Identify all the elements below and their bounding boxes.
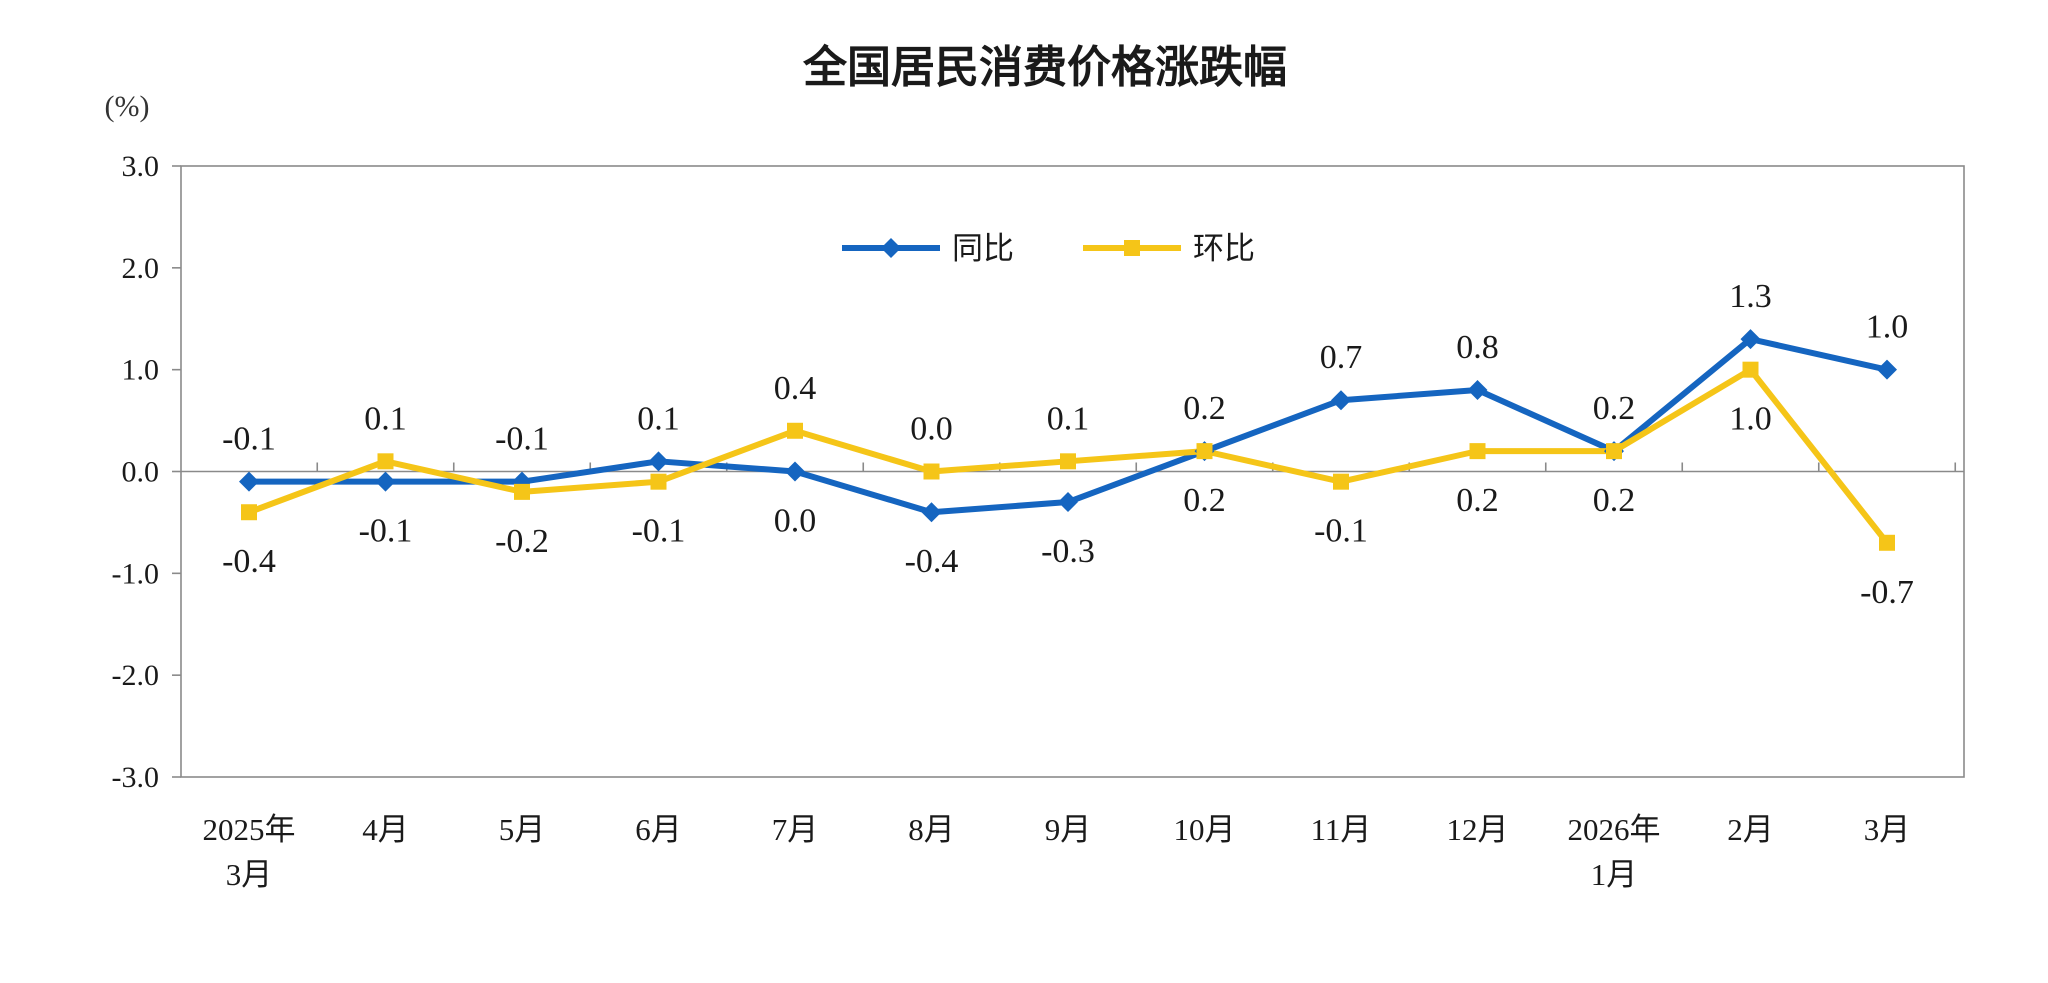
x-category-label: 1月 xyxy=(1591,857,1638,892)
x-category-label: 7月 xyxy=(772,812,819,847)
data-label-yoy: -0.4 xyxy=(905,543,959,580)
data-label-yoy: -0.1 xyxy=(359,513,413,550)
x-category-label: 2025年 xyxy=(203,812,296,847)
y-tick-label: -1.0 xyxy=(112,557,160,590)
legend-marker-yoy xyxy=(881,238,901,258)
data-label-mom: 0.0 xyxy=(910,411,953,448)
data-label-mom: 0.2 xyxy=(1593,482,1636,519)
data-point-yoy xyxy=(375,471,396,492)
x-category-label: 9月 xyxy=(1045,812,1092,847)
legend: 同比 环比 xyxy=(842,231,1255,267)
data-label-mom: -0.4 xyxy=(222,543,276,580)
data-point-yoy xyxy=(1467,380,1488,401)
data-label-mom: 0.2 xyxy=(1183,482,1226,519)
data-point-mom xyxy=(377,453,394,470)
data-point-mom xyxy=(514,483,530,500)
x-category-label: 3月 xyxy=(1864,812,1911,847)
series-markers xyxy=(239,329,1897,551)
data-point-yoy xyxy=(1740,329,1761,350)
chart-title: 全国居民消费价格涨跌幅 xyxy=(802,42,1287,93)
x-category-label: 8月 xyxy=(908,812,955,847)
data-point-mom xyxy=(923,463,940,480)
data-label-yoy: 1.0 xyxy=(1866,309,1909,346)
data-label-mom: 0.2 xyxy=(1456,482,1499,519)
x-category-label: 4月 xyxy=(362,812,409,847)
data-point-mom xyxy=(1060,453,1076,470)
data-point-yoy xyxy=(921,502,942,523)
data-label-mom: -0.1 xyxy=(632,513,686,550)
data-point-mom xyxy=(1606,443,1622,460)
x-category-label: 11月 xyxy=(1311,812,1372,847)
data-point-yoy xyxy=(1058,492,1078,513)
data-label-mom: 0.4 xyxy=(774,370,817,407)
legend-label-mom: 环比 xyxy=(1193,231,1255,267)
y-tick-label: 1.0 xyxy=(122,354,160,387)
data-label-mom: 1.0 xyxy=(1729,401,1772,438)
data-label-yoy: -0.3 xyxy=(1041,533,1095,570)
data-point-mom xyxy=(650,473,667,490)
y-tick-label: 3.0 xyxy=(122,150,160,183)
x-category-label: 10月 xyxy=(1174,812,1236,847)
x-category-label: 3月 xyxy=(226,857,273,892)
data-point-mom xyxy=(787,422,803,439)
data-label-mom: 0.1 xyxy=(364,400,407,437)
data-label-mom: -0.1 xyxy=(1314,513,1368,550)
legend-marker-mom xyxy=(1124,240,1140,256)
data-label-yoy: 0.8 xyxy=(1456,329,1499,366)
x-category-label: 2026年 xyxy=(1568,812,1661,847)
data-point-mom xyxy=(1879,534,1895,551)
y-axis-unit-label: (%) xyxy=(105,90,150,123)
data-label-yoy: -0.1 xyxy=(222,421,276,458)
data-label-yoy: 0.2 xyxy=(1183,390,1226,427)
data-point-mom xyxy=(241,504,257,521)
axes: 3.0 2.0 1.0 0.0 -1.0 -2.0 -3.0 2025年 3月 4月 5月 6月 7月 8… xyxy=(112,150,1965,892)
x-category-label: 5月 xyxy=(499,812,546,847)
data-point-yoy xyxy=(785,461,805,482)
data-point-mom xyxy=(1333,473,1349,490)
data-label-yoy: -0.1 xyxy=(495,421,549,458)
x-category-label: 6月 xyxy=(635,812,682,847)
legend-label-yoy: 同比 xyxy=(952,231,1014,267)
data-label-mom: 0.1 xyxy=(1047,400,1090,437)
data-point-mom xyxy=(1742,361,1759,378)
x-category-label: 12月 xyxy=(1447,812,1509,847)
data-label-yoy: 0.1 xyxy=(637,400,680,437)
data-label-mom: -0.7 xyxy=(1860,574,1914,611)
data-label-yoy: 0.2 xyxy=(1593,390,1636,427)
y-tick-label: 2.0 xyxy=(122,252,160,285)
data-label-yoy: 0.0 xyxy=(774,503,817,540)
data-point-yoy xyxy=(1331,390,1351,411)
data-point-yoy xyxy=(1877,359,1897,380)
y-tick-label: -2.0 xyxy=(112,659,160,692)
data-point-yoy xyxy=(239,471,259,492)
x-category-label: 2月 xyxy=(1727,812,1774,847)
data-point-yoy xyxy=(648,451,669,472)
data-point-mom xyxy=(1196,443,1213,460)
data-label-yoy: 1.3 xyxy=(1729,278,1772,315)
y-tick-label: 0.0 xyxy=(122,456,160,489)
data-label-yoy: 0.7 xyxy=(1320,339,1363,376)
y-tick-label: -3.0 xyxy=(112,761,160,794)
data-point-mom xyxy=(1469,443,1486,460)
data-label-mom: -0.2 xyxy=(495,523,549,560)
data-labels: -0.1 -0.1 -0.1 0.1 0.0 -0.4 -0.3 0.2 0.7 0.8 0.2 1.… xyxy=(222,278,1914,611)
